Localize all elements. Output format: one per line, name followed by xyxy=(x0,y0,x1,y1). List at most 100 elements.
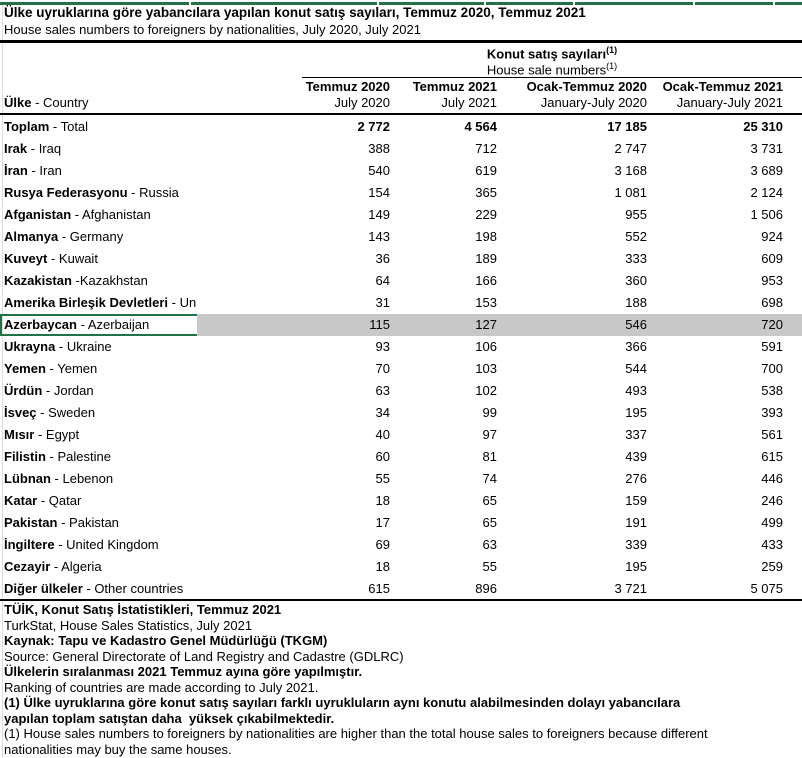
table-row[interactable]: Amerika Birleşik Devletleri - United Sta… xyxy=(0,292,802,314)
value-cell: 365 xyxy=(475,185,497,200)
column-header: Ocak-Temmuz 2021 xyxy=(662,79,783,94)
value-cell: 97 xyxy=(482,427,497,442)
country-name-en: - Russia xyxy=(127,185,179,200)
country-name-tr: Almanya xyxy=(4,229,59,244)
column-gridline-notch xyxy=(573,2,575,5)
value-cell: 2 747 xyxy=(614,141,647,156)
table-row[interactable]: Afganistan - Afghanistan 149 229 955 1 5… xyxy=(0,204,802,226)
value-cell: 195 xyxy=(625,559,647,574)
column-header: January-July 2020 xyxy=(540,95,647,110)
country-name-tr: Diğer ülkeler xyxy=(4,581,83,596)
country-name-en: - United States of America xyxy=(171,295,197,310)
country-name-tr: Yemen xyxy=(4,361,46,376)
footer-line: yapılan toplam satıştan daha yüksek çıka… xyxy=(4,710,335,726)
value-cell: 149 xyxy=(368,207,390,222)
table-row[interactable]: Cezayir - Algeria 18 55 195 259 xyxy=(0,556,802,578)
country-name-tr: Lübnan xyxy=(4,471,51,486)
country-name-tr: Afganistan xyxy=(4,207,72,222)
table-row[interactable]: Lübnan - Lebenon 55 74 276 446 xyxy=(0,468,802,490)
row-values: 36 189 333 609 xyxy=(197,248,802,270)
value-cell: 499 xyxy=(761,515,783,530)
value-cell: 3 731 xyxy=(750,141,783,156)
value-cell: 924 xyxy=(761,229,783,244)
value-cell: 64 xyxy=(375,273,390,288)
value-cell: 195 xyxy=(625,405,647,420)
value-cell: 337 xyxy=(625,427,647,442)
country-name-tr: Ukrayna xyxy=(4,339,56,354)
country-name-en: - Iran xyxy=(27,163,62,178)
column-gridline-notch xyxy=(189,2,191,5)
country-label-cell: Lübnan - Lebenon xyxy=(0,468,197,490)
country-name-tr: Pakistan xyxy=(4,515,58,530)
footer-line: Ranking of countries are made according … xyxy=(4,679,319,695)
country-name-tr: Mısır xyxy=(4,427,35,442)
country-label-cell: Azerbaycan - Azerbaijan xyxy=(0,314,197,336)
row-values: 55 74 276 446 xyxy=(197,468,802,490)
table-row[interactable]: Kuveyt - Kuwait 36 189 333 609 xyxy=(0,248,802,270)
country-name-en: -Kazakhstan xyxy=(71,273,148,288)
country-label-cell: Mısır - Egypt xyxy=(0,424,197,446)
column-header: July 2021 xyxy=(441,95,497,110)
page-subtitle: House sales numbers to foreigners by nat… xyxy=(4,22,421,37)
table-row[interactable]: İngiltere - United Kingdom 69 63 339 433 xyxy=(0,534,802,556)
value-cell: 3 689 xyxy=(750,163,783,178)
country-name-en: - Qatar xyxy=(37,493,82,508)
value-cell: 712 xyxy=(475,141,497,156)
value-cell: 544 xyxy=(625,361,647,376)
row-values: 60 81 439 615 xyxy=(197,446,802,468)
table-row[interactable]: Rusya Federasyonu - Russia 154 365 1 081… xyxy=(0,182,802,204)
table-row[interactable]: Kazakistan -Kazakhstan 64 166 360 953 xyxy=(0,270,802,292)
value-cell: 103 xyxy=(475,361,497,376)
value-cell: 698 xyxy=(761,295,783,310)
table-row[interactable]: Pakistan - Pakistan 17 65 191 499 xyxy=(0,512,802,534)
group-header-en: House sale numbers(1) xyxy=(302,61,802,77)
value-cell: 198 xyxy=(475,229,497,244)
value-cell: 393 xyxy=(761,405,783,420)
table-row[interactable]: Mısır - Egypt 40 97 337 561 xyxy=(0,424,802,446)
worksheet-gridline xyxy=(2,5,3,758)
country-name-en: - United Kingdom xyxy=(54,537,159,552)
table-row[interactable]: Filistin - Palestine 60 81 439 615 xyxy=(0,446,802,468)
row-values: 31 153 188 698 xyxy=(197,292,802,314)
value-cell: 700 xyxy=(761,361,783,376)
table-row[interactable]: Katar - Qatar 18 65 159 246 xyxy=(0,490,802,512)
value-cell: 60 xyxy=(375,449,390,464)
table-row[interactable]: Almanya - Germany 143 198 552 924 xyxy=(0,226,802,248)
table-row[interactable]: Ürdün - Jordan 63 102 493 538 xyxy=(0,380,802,402)
row-header-en: - Country xyxy=(31,95,89,110)
value-cell: 65 xyxy=(482,515,497,530)
row-values: 540 619 3 168 3 689 xyxy=(197,160,802,182)
table-row[interactable]: Ukrayna - Ukraine 93 106 366 591 xyxy=(0,336,802,358)
table-row[interactable]: Toplam - Total 2 772 4 564 17 185 25 310 xyxy=(0,116,802,138)
country-name-en: - Egypt xyxy=(34,427,80,442)
value-cell: 189 xyxy=(475,251,497,266)
table-row[interactable]: İsveç - Sweden 34 99 195 393 xyxy=(0,402,802,424)
footer: TÜİK, Konut Satış İstatistikleri, Temmuz… xyxy=(4,602,800,757)
table-row[interactable]: Yemen - Yemen 70 103 544 700 xyxy=(0,358,802,380)
country-label-cell: Diğer ülkeler - Other countries xyxy=(0,578,197,600)
row-values: 64 166 360 953 xyxy=(197,270,802,292)
country-name-tr: Toplam xyxy=(4,119,50,134)
table-row[interactable]: Diğer ülkeler - Other countries 615 896 … xyxy=(0,578,802,600)
row-header-tr: Ülke xyxy=(4,95,32,110)
country-label-cell: Pakistan - Pakistan xyxy=(0,512,197,534)
country-label-cell: Irak - Iraq xyxy=(0,138,197,160)
value-cell: 70 xyxy=(375,361,390,376)
value-cell: 540 xyxy=(368,163,390,178)
table-row[interactable]: İran - Iran 540 619 3 168 3 689 xyxy=(0,160,802,182)
table-row[interactable]: Azerbaycan - Azerbaijan 115 127 546 720 xyxy=(0,314,802,336)
country-label-cell: Katar - Qatar xyxy=(0,490,197,512)
table-row[interactable]: Irak - Iraq 388 712 2 747 3 731 xyxy=(0,138,802,160)
value-cell: 720 xyxy=(761,317,783,332)
value-cell: 5 075 xyxy=(750,581,783,596)
excel-selection-top-border xyxy=(0,2,802,5)
value-cell: 55 xyxy=(375,471,390,486)
country-name-tr: İran xyxy=(4,163,28,178)
value-cell: 561 xyxy=(761,427,783,442)
country-label-cell: Rusya Federasyonu - Russia xyxy=(0,182,197,204)
footnote-marker: (1) xyxy=(606,61,618,71)
footer-line: Kaynak: Tapu ve Kadastro Genel Müdürlüğü… xyxy=(4,633,328,648)
footer-line: nationalities may buy the same houses. xyxy=(4,741,232,757)
country-name-tr: Kuveyt xyxy=(4,251,48,266)
